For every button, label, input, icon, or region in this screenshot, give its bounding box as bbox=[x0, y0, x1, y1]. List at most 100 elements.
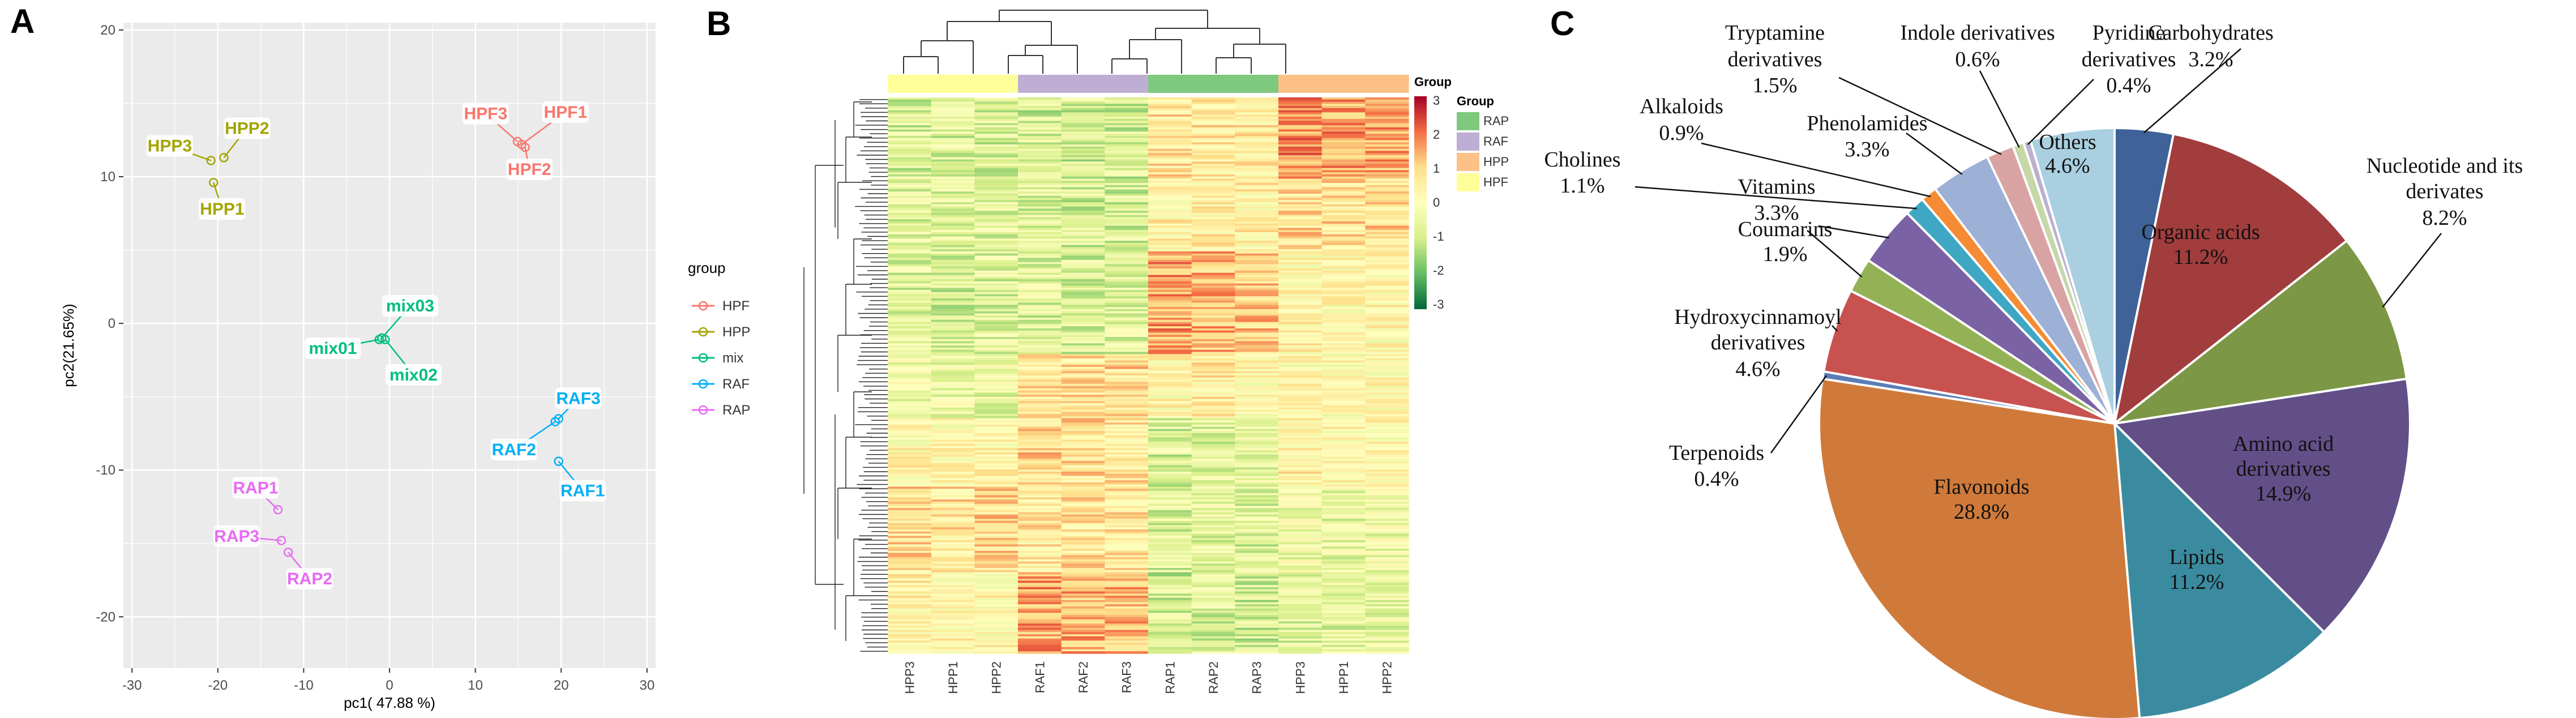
heatmap-cell bbox=[931, 405, 975, 408]
heatmap-cell bbox=[1321, 566, 1366, 569]
heatmap-cell bbox=[1061, 241, 1105, 243]
heatmap-cell bbox=[1105, 326, 1149, 329]
heatmap-cell bbox=[974, 255, 1019, 258]
heatmap-cell bbox=[1235, 193, 1279, 196]
heatmap-cell bbox=[1061, 516, 1105, 519]
heatmap-cell bbox=[1235, 356, 1279, 359]
heatmap-cell bbox=[931, 426, 975, 430]
heatmap-cell bbox=[931, 597, 975, 601]
heatmap-cell bbox=[1321, 638, 1366, 641]
heatmap-cell bbox=[1321, 283, 1366, 286]
heatmap-cell bbox=[1278, 520, 1323, 524]
heatmap-cell bbox=[888, 215, 932, 218]
heatmap-cell bbox=[1321, 123, 1366, 126]
heatmap-cell bbox=[1191, 151, 1235, 153]
heatmap-cell bbox=[931, 540, 975, 543]
heatmap-cell bbox=[888, 187, 932, 190]
heatmap-cell bbox=[888, 260, 932, 263]
heatmap-cell bbox=[974, 198, 1019, 200]
heatmap-cell bbox=[1365, 433, 1409, 436]
heatmap-cell bbox=[1191, 292, 1235, 295]
heatmap-cell bbox=[1235, 384, 1279, 387]
heatmap-cell bbox=[1321, 431, 1366, 434]
heatmap-cell bbox=[1321, 318, 1366, 320]
heatmap-cell bbox=[1105, 358, 1149, 361]
heatmap-cell bbox=[1061, 335, 1105, 337]
heatmap-cell bbox=[1148, 236, 1192, 239]
heatmap-cell bbox=[1278, 337, 1323, 340]
heatmap-cell bbox=[1018, 644, 1062, 648]
heatmap-cell bbox=[1365, 270, 1409, 273]
heatmap-cell bbox=[1148, 550, 1192, 554]
heatmap-cell bbox=[1191, 264, 1235, 267]
heatmap-cell bbox=[1148, 382, 1192, 384]
pie-leader-line bbox=[1701, 142, 1931, 198]
heatmap-cell bbox=[1061, 97, 1105, 100]
heatmap-cell bbox=[1235, 285, 1279, 288]
heatmap-cell bbox=[1235, 221, 1279, 224]
heatmap-cell bbox=[888, 281, 932, 284]
heatmap-cell bbox=[1061, 643, 1105, 646]
heatmap-cell bbox=[1148, 172, 1192, 175]
heatmap-cell bbox=[1148, 542, 1192, 545]
heatmap-cell bbox=[931, 533, 975, 536]
heatmap-cell bbox=[1191, 484, 1235, 487]
heatmap-cell bbox=[931, 429, 975, 431]
heatmap-cell bbox=[1365, 649, 1409, 652]
heatmap-cell bbox=[1105, 309, 1149, 312]
heatmap-cell bbox=[931, 288, 975, 290]
heatmap-cell bbox=[1105, 112, 1149, 115]
heatmap-cell bbox=[1365, 345, 1409, 348]
heatmap-cell bbox=[1321, 212, 1366, 216]
heatmap-cell bbox=[931, 281, 975, 284]
heatmap-cell bbox=[1105, 328, 1149, 331]
heatmap-cell bbox=[1365, 121, 1409, 123]
heatmap-cell bbox=[1321, 208, 1366, 211]
heatmap-cell bbox=[1235, 302, 1279, 305]
heatmap-cell bbox=[1061, 234, 1105, 237]
pie-slice-label: Organic acids bbox=[2141, 220, 2260, 244]
heatmap-cell bbox=[931, 523, 975, 525]
heatmap-cell bbox=[931, 292, 975, 295]
heatmap-cell bbox=[1191, 206, 1235, 209]
heatmap-cell bbox=[1365, 570, 1409, 573]
heatmap-cell bbox=[1105, 536, 1149, 538]
heatmap-cell bbox=[1191, 431, 1235, 434]
heatmap-cell bbox=[1235, 148, 1279, 152]
group-legend-label: HPF bbox=[1483, 175, 1508, 189]
heatmap-cell bbox=[1365, 164, 1409, 166]
heatmap-cell bbox=[1321, 153, 1366, 156]
heatmap-cell bbox=[1061, 129, 1105, 133]
heatmap-cell bbox=[888, 134, 932, 136]
heatmap-cell bbox=[1235, 174, 1279, 177]
heatmap-cell bbox=[1321, 260, 1366, 263]
heatmap-cell bbox=[1018, 202, 1062, 205]
heatmap-cell bbox=[974, 422, 1019, 425]
heatmap-cell bbox=[1365, 439, 1409, 442]
heatmap-cell bbox=[974, 373, 1019, 376]
heatmap-cell bbox=[1148, 649, 1192, 652]
heatmap-cell bbox=[1148, 495, 1192, 498]
heatmap-cell bbox=[1148, 97, 1192, 100]
heatmap-cell bbox=[1321, 394, 1366, 398]
heatmap-cell bbox=[1105, 563, 1149, 566]
heatmap-cell bbox=[1321, 527, 1366, 530]
heatmap-cell bbox=[1235, 217, 1279, 220]
heatmap-cell bbox=[1105, 330, 1149, 334]
heatmap-cell bbox=[888, 553, 932, 555]
heatmap-cell bbox=[1191, 557, 1235, 560]
heatmap-cell bbox=[1191, 104, 1235, 106]
heatmap-cell bbox=[931, 418, 975, 421]
heatmap-cell bbox=[931, 388, 975, 391]
heatmap-cell bbox=[1365, 151, 1409, 153]
heatmap-cell bbox=[1321, 555, 1366, 558]
heatmap-cell bbox=[931, 174, 975, 177]
heatmap-cell bbox=[931, 129, 975, 133]
heatmap-cell bbox=[1321, 619, 1366, 622]
heatmap-cell bbox=[931, 585, 975, 588]
heatmap-cell bbox=[1191, 596, 1235, 599]
heatmap-cell bbox=[1061, 593, 1105, 596]
heatmap-cell bbox=[1191, 640, 1235, 643]
heatmap-cell bbox=[931, 473, 975, 477]
heatmap-cell bbox=[1105, 544, 1149, 547]
